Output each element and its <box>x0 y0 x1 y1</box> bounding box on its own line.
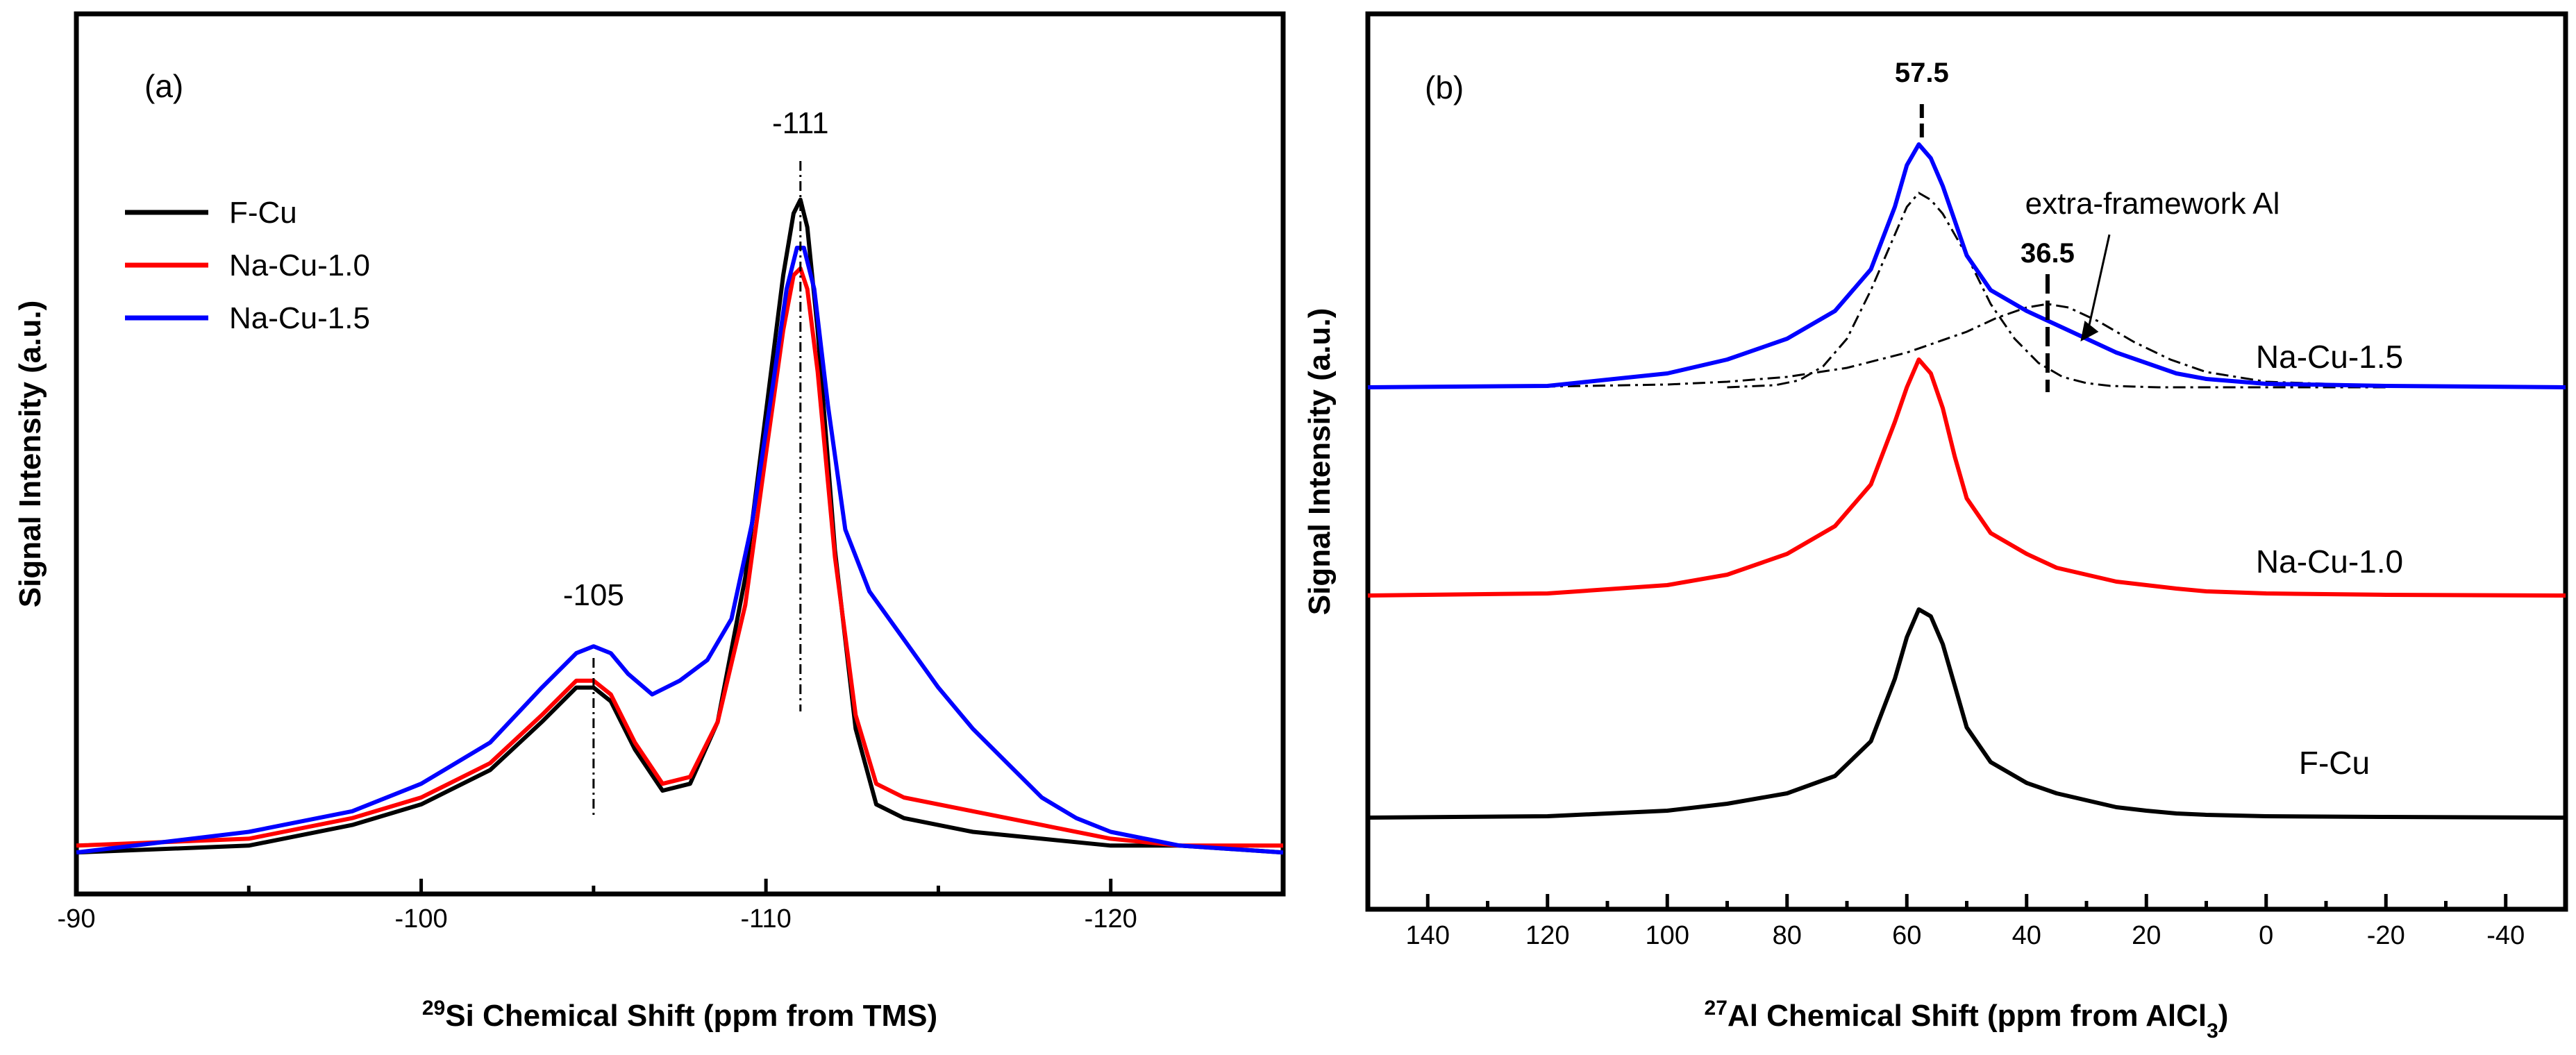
annotation-arrow-line <box>2086 234 2111 334</box>
x-tick-label: 120 <box>1525 921 1569 950</box>
x-tick-label: -120 <box>1085 904 1137 934</box>
panel-b-annotation: extra-framework Al <box>2025 187 2280 341</box>
panel-b-x-axis-sup: 27 <box>1705 997 1728 1020</box>
series-line-na-cu-1-0 <box>76 266 1283 848</box>
x-tick-label: 80 <box>1773 921 1802 950</box>
panel-a-x-axis-sup: 29 <box>422 997 445 1020</box>
panel-b-x-axis-end: ) <box>2218 999 2229 1033</box>
annotation-arrowhead <box>2080 321 2099 341</box>
panel-b-peak-markers: 57.5 36.5 <box>1895 58 2075 392</box>
panel-a-y-axis-title: Signal Intensity (a.u.) <box>13 301 47 608</box>
series-line-f-cu <box>76 197 1284 855</box>
panel-b-sample-labels: Na-Cu-1.5 Na-Cu-1.0 F-Cu <box>2256 339 2403 781</box>
panel-a-x-axis-title: 29Si Chemical Shift (ppm from TMS) <box>422 997 937 1033</box>
panel-a: (a) -90 -100 -110 -120 -111 -105 F-Cu Na-Cu-1… <box>13 11 1286 1033</box>
legend-label: Na-Cu-1.0 <box>229 248 370 282</box>
panel-a-x-ticks: -90 -100 -110 -120 <box>58 879 1285 934</box>
x-tick-label: -110 <box>741 904 792 934</box>
panel-b-x-ticks: 140 120 100 80 60 40 20 0 -20 -40 <box>1366 894 2568 950</box>
x-tick-label: -40 <box>2486 921 2525 950</box>
fit-curve-extra-framework-al-fit <box>1367 303 2566 389</box>
panel-b-x-axis-sub: 3 <box>2207 1020 2218 1043</box>
panel-b-series <box>1367 142 2566 820</box>
series-line-na-cu-1-5 <box>76 246 1284 855</box>
series-line-f-cu <box>1367 607 2566 820</box>
panel-b-x-axis-title: 27Al Chemical Shift (ppm from AlCl3) <box>1705 997 2229 1043</box>
fit-curve-framework-al-fit <box>1727 192 2386 389</box>
x-tick-label: 20 <box>2132 921 2161 950</box>
legend-label: F-Cu <box>229 196 297 230</box>
x-tick-label: 40 <box>2012 921 2041 950</box>
peak-label-36-5: 36.5 <box>2021 238 2075 269</box>
panel-b-frame <box>1365 11 2568 912</box>
x-tick-label: 60 <box>1892 921 1921 950</box>
peak-label-105: -105 <box>563 578 624 612</box>
panel-b-fit-curves <box>1367 192 2566 389</box>
x-tick-label: 100 <box>1646 921 1689 950</box>
panel-a-peak-markers: -111 -105 <box>563 106 829 818</box>
panel-a-frame <box>74 11 1286 897</box>
panel-b-x-axis-main: Al Chemical Shift (ppm from AlCl <box>1728 999 2207 1033</box>
panel-a-series <box>76 197 1284 855</box>
sample-label: F-Cu <box>2299 745 2370 781</box>
panel-a-label: (a) <box>144 68 183 104</box>
panel-b-y-axis-title: Signal Intensity (a.u.) <box>1303 308 1337 616</box>
panel-b: (b) 140 120 100 80 60 40 20 0 -20 -40 57.5 36.5 ex… <box>1303 11 2568 1043</box>
panel-b-label: (b) <box>1425 69 1464 106</box>
peak-label-57-5: 57.5 <box>1895 58 1949 88</box>
peak-label-111: -111 <box>772 106 829 140</box>
sample-label: Na-Cu-1.0 <box>2256 543 2403 580</box>
x-tick-label: -90 <box>58 904 96 934</box>
legend-label: Na-Cu-1.5 <box>229 301 370 335</box>
panel-a-x-axis-main: Si Chemical Shift (ppm from TMS) <box>445 999 937 1033</box>
series-line-na-cu-1-0 <box>1367 357 2566 598</box>
sample-label: Na-Cu-1.5 <box>2256 339 2403 375</box>
annotation-extra-framework-al: extra-framework Al <box>2025 187 2280 221</box>
x-tick-label: -100 <box>395 904 448 934</box>
x-tick-label: -20 <box>2367 921 2405 950</box>
x-tick-label: 140 <box>1406 921 1450 950</box>
series-line-na-cu-1-5 <box>1367 142 2566 389</box>
x-tick-label: 0 <box>2259 921 2273 950</box>
panel-a-legend: F-Cu Na-Cu-1.0 Na-Cu-1.5 <box>125 196 370 335</box>
